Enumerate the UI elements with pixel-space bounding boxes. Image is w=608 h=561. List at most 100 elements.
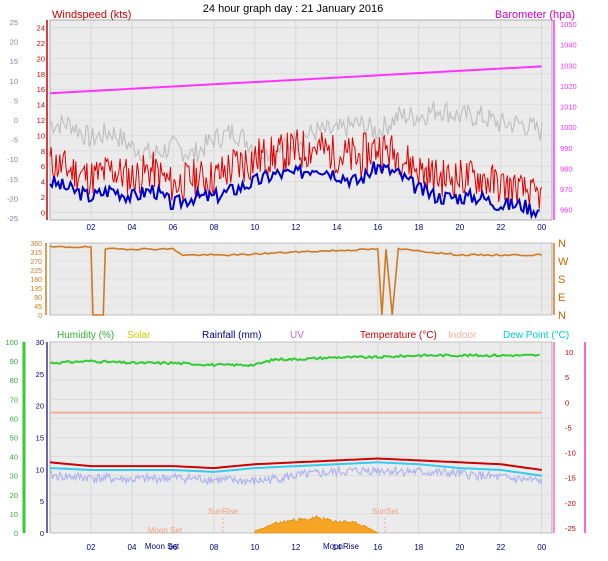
y-right-tick-label: 5 (565, 373, 569, 382)
y-tick-label: 40 (10, 453, 18, 462)
y-right-tick-label: 990 (560, 144, 573, 153)
y-outer-tick-label: 15 (10, 57, 18, 66)
y-tick-label: 16 (37, 85, 45, 94)
y-right-tick-label: 1010 (560, 103, 577, 112)
y-tick-label: 180 (30, 277, 42, 284)
y-right-tick-label: 1020 (560, 82, 577, 91)
x-tick-label: 00 (537, 543, 546, 552)
x-tick-label: 12 (291, 223, 300, 232)
y-tick-label: 315 (30, 250, 42, 257)
x-tick-label: 10 (250, 543, 259, 552)
legend-entry: Dew Point (°C) (503, 330, 569, 341)
y-tick-label: 22 (37, 39, 45, 48)
series-temperature (49, 457, 542, 471)
wind-panel: 02 04 06 08 10 12 14 16 18 20 22 002422201816141210… (7, 9, 577, 232)
y-outer-tick-label: 10 (10, 77, 18, 86)
x-tick-label: 20 (455, 223, 464, 232)
y-tick-label: 70 (10, 395, 18, 404)
y-outer-tick-label: -20 (7, 194, 18, 203)
y-tick-label: 30 (10, 472, 18, 481)
legend-entry: Temperature (°C) (360, 330, 437, 341)
x-tick-label: 18 (414, 223, 423, 232)
y-inner-tick-label: 30 (36, 338, 44, 347)
y-right-tick-label: -20 (565, 499, 576, 508)
y-inner-tick-label: 15 (36, 434, 44, 443)
y-tick-label: 0 (38, 313, 42, 320)
y-tick-label: 24 (37, 24, 45, 33)
y-outer-tick-label: 25 (10, 18, 18, 27)
event-annotation: MoonRise (323, 542, 360, 551)
y-tick-label: 270 (30, 259, 42, 266)
x-tick-label: 04 (128, 223, 137, 232)
y-tick-label: 360 (30, 241, 42, 248)
y-tick-label: 0 (14, 529, 18, 538)
y-outer-tick-label: -25 (7, 214, 18, 223)
y-tick-label: 18 (37, 70, 45, 79)
y-right-tick-label: 1040 (560, 41, 577, 50)
y-right-tick-label: 1030 (560, 61, 577, 70)
y-axis-label-right: Barometer (hpa) (495, 9, 575, 21)
y-tick-label: 90 (10, 357, 18, 366)
y-outer-tick-label: 20 (10, 38, 18, 47)
y-tick-label: 6 (41, 162, 45, 171)
x-tick-label: 02 (87, 543, 96, 552)
y-right-tick-label: -10 (565, 449, 576, 458)
y-right-tick-label: -5 (565, 423, 572, 432)
chart-title: 24 hour graph day : 21 January 2016 (203, 3, 383, 15)
y-tick-label: 4 (41, 178, 45, 187)
legend-entry: Rainfall (mm) (202, 330, 261, 341)
compass-label: W (558, 256, 569, 268)
compass-label: N (558, 310, 566, 322)
event-annotation: Moon Set (148, 526, 183, 535)
y-tick-label: 2 (41, 193, 45, 202)
x-tick-label: 04 (128, 543, 137, 552)
y-outer-tick-label: 5 (14, 96, 18, 105)
y-outer-tick-label: -5 (11, 136, 18, 145)
series-humidity (49, 353, 540, 368)
compass-label: N (558, 238, 566, 250)
humidity-temperature-panel: 10090807060504030201003025201510501050-5… (5, 330, 586, 552)
y-right-tick-label: 1000 (560, 123, 577, 132)
x-tick-label: 22 (496, 223, 505, 232)
x-tick-label: 00 (537, 223, 546, 232)
y-inner-tick-label: 25 (36, 370, 44, 379)
y-tick-label: 100 (5, 338, 18, 347)
event-annotation: SunSet (372, 507, 399, 516)
y-inner-tick-label: 10 (36, 465, 44, 474)
y-inner-tick-label: 20 (36, 402, 44, 411)
y-tick-label: 20 (10, 491, 18, 500)
x-tick-label: 06 (168, 223, 177, 232)
event-annotation: SunRise (208, 507, 239, 516)
y-tick-label: 225 (30, 268, 42, 275)
series-wind-gust (49, 129, 543, 209)
y-right-tick-label: 10 (565, 348, 573, 357)
y-right-tick-label: 960 (560, 206, 573, 215)
y-tick-label: 10 (37, 131, 45, 140)
y-tick-label: 10 (10, 510, 18, 519)
y-tick-label: 50 (10, 434, 18, 443)
y-tick-label: 80 (10, 376, 18, 385)
y-inner-tick-label: 5 (40, 497, 44, 506)
series-wind-average (49, 161, 540, 220)
y-right-tick-label: 1050 (560, 20, 577, 29)
legend-entry: UV (290, 330, 304, 341)
x-tick-label: 14 (332, 223, 341, 232)
legend-entry: Humidity (%) (57, 330, 114, 341)
y-outer-tick-label: -10 (7, 155, 18, 164)
x-tick-label: 08 (209, 543, 218, 552)
y-inner-tick-label: 0 (40, 529, 44, 538)
y-right-tick-label: -25 (565, 524, 576, 533)
series-gust-gray (49, 101, 543, 166)
x-tick-label: 02 (87, 223, 96, 232)
y-right-tick-label: 0 (565, 398, 569, 407)
y-right-tick-label: -15 (565, 474, 576, 483)
series-barometer (49, 65, 542, 95)
legend-entry: Indoor (448, 330, 477, 341)
compass-label: E (558, 292, 565, 304)
y-tick-label: 8 (41, 147, 45, 156)
y-tick-label: 0 (41, 208, 45, 217)
y-tick-label: 14 (37, 101, 45, 110)
y-tick-label: 20 (37, 54, 45, 63)
y-tick-label: 60 (10, 414, 18, 423)
